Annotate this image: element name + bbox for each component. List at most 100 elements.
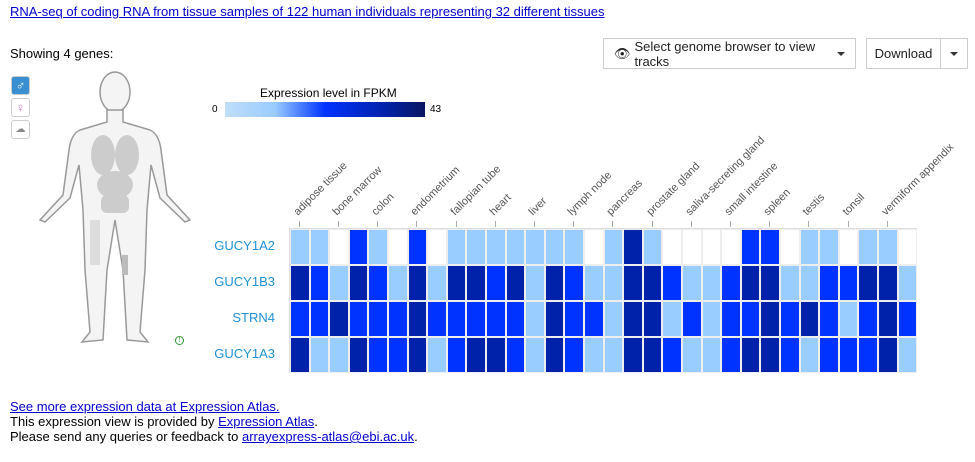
heatmap-cell[interactable] [642, 301, 663, 337]
heatmap-cell[interactable] [505, 337, 526, 373]
download-dropdown-toggle[interactable] [940, 38, 968, 69]
heatmap-cell[interactable] [780, 265, 800, 301]
female-icon[interactable]: ♀ [11, 98, 30, 117]
heatmap-cell[interactable] [819, 265, 839, 301]
heatmap-cell[interactable] [290, 337, 310, 373]
heatmap-cell[interactable] [799, 229, 820, 265]
experiment-title-link[interactable]: RNA-seq of coding RNA from tissue sample… [10, 4, 605, 19]
expression-atlas-link[interactable]: Expression Atlas [218, 414, 315, 429]
heatmap-cell[interactable] [858, 265, 878, 301]
heatmap-cell[interactable] [544, 301, 565, 337]
heatmap-cell[interactable] [838, 265, 859, 301]
heatmap-cell[interactable] [623, 301, 643, 337]
heatmap-cell[interactable] [721, 301, 741, 337]
heatmap-cell[interactable] [329, 337, 349, 373]
heatmap-cell[interactable] [780, 337, 800, 373]
heatmap-cell[interactable] [878, 265, 898, 301]
heatmap-cell[interactable] [642, 337, 663, 373]
gene-label[interactable]: GUCY1A2 [214, 238, 275, 253]
heatmap-cell[interactable] [584, 337, 604, 373]
heatmap-cell[interactable] [407, 337, 428, 373]
heatmap-cell[interactable] [760, 229, 780, 265]
heatmap-cell[interactable] [838, 337, 859, 373]
download-button[interactable]: Download [866, 38, 941, 69]
heatmap-cell[interactable] [662, 229, 682, 265]
heatmap-cell[interactable] [427, 229, 447, 265]
gene-label[interactable]: GUCY1B3 [214, 274, 275, 289]
heatmap-cell[interactable] [505, 265, 526, 301]
heatmap-cell[interactable] [858, 337, 878, 373]
heatmap-cell[interactable] [544, 337, 565, 373]
heatmap-cell[interactable] [290, 229, 310, 265]
heatmap-cell[interactable] [486, 229, 506, 265]
heatmap-cell[interactable] [486, 301, 506, 337]
heatmap-cell[interactable] [682, 337, 702, 373]
heatmap-cell[interactable] [819, 229, 839, 265]
heatmap-cell[interactable] [525, 301, 545, 337]
heatmap-cell[interactable] [701, 337, 722, 373]
heatmap-cell[interactable] [564, 301, 584, 337]
heatmap-cell[interactable] [858, 229, 878, 265]
heatmap-cell[interactable] [878, 229, 898, 265]
heatmap-cell[interactable] [368, 301, 388, 337]
heatmap-cell[interactable] [368, 337, 388, 373]
heatmap-cell[interactable] [427, 337, 447, 373]
heatmap-cell[interactable] [348, 337, 369, 373]
heatmap-cell[interactable] [701, 229, 722, 265]
heatmap-cell[interactable] [897, 229, 918, 265]
heatmap-cell[interactable] [329, 229, 349, 265]
heatmap-cell[interactable] [309, 337, 330, 373]
heatmap-cell[interactable] [662, 337, 682, 373]
heatmap-cell[interactable] [309, 265, 330, 301]
heatmap-cell[interactable] [290, 265, 310, 301]
heatmap-cell[interactable] [309, 229, 330, 265]
heatmap-cell[interactable] [642, 229, 663, 265]
heatmap-cell[interactable] [348, 229, 369, 265]
heatmap-cell[interactable] [486, 265, 506, 301]
heatmap-cell[interactable] [544, 229, 565, 265]
heatmap-cell[interactable] [368, 265, 388, 301]
heatmap-cell[interactable] [446, 265, 467, 301]
heatmap-cell[interactable] [407, 229, 428, 265]
heatmap-cell[interactable] [780, 301, 800, 337]
heatmap-cell[interactable] [388, 337, 408, 373]
male-icon[interactable]: ♂ [11, 76, 30, 95]
heatmap-cell[interactable] [878, 301, 898, 337]
heatmap-cell[interactable] [603, 301, 624, 337]
heatmap-cell[interactable] [721, 265, 741, 301]
heatmap-cell[interactable] [564, 265, 584, 301]
heatmap-cell[interactable] [623, 265, 643, 301]
info-icon[interactable]: ! [175, 336, 184, 345]
heatmap-cell[interactable] [897, 337, 918, 373]
heatmap-cell[interactable] [368, 229, 388, 265]
heatmap-cell[interactable] [584, 229, 604, 265]
heatmap-cell[interactable] [466, 301, 486, 337]
heatmap-cell[interactable] [897, 301, 918, 337]
heatmap-cell[interactable] [388, 229, 408, 265]
heatmap-cell[interactable] [603, 229, 624, 265]
heatmap-cell[interactable] [721, 337, 741, 373]
heatmap-cell[interactable] [407, 301, 428, 337]
heatmap-cell[interactable] [446, 301, 467, 337]
heatmap-cell[interactable] [740, 337, 761, 373]
expression-atlas-more-link[interactable]: See more expression data at Expression A… [10, 399, 280, 414]
heatmap-cell[interactable] [329, 301, 349, 337]
heatmap-cell[interactable] [446, 337, 467, 373]
heatmap-cell[interactable] [662, 301, 682, 337]
heatmap-cell[interactable] [603, 337, 624, 373]
genome-browser-dropdown[interactable]: 👁 Select genome browser to view tracks [603, 38, 856, 69]
heatmap-cell[interactable] [427, 301, 447, 337]
heatmap-cell[interactable] [584, 265, 604, 301]
heatmap-cell[interactable] [760, 301, 780, 337]
gene-label[interactable]: GUCY1A3 [214, 346, 275, 361]
heatmap-cell[interactable] [348, 265, 369, 301]
heatmap-cell[interactable] [505, 301, 526, 337]
heatmap-cell[interactable] [584, 301, 604, 337]
feedback-email-link[interactable]: arrayexpress-atlas@ebi.ac.uk [241, 429, 415, 444]
heatmap-cell[interactable] [329, 265, 349, 301]
heatmap-cell[interactable] [525, 337, 545, 373]
heatmap-cell[interactable] [819, 337, 839, 373]
heatmap-cell[interactable] [290, 301, 310, 337]
heatmap-cell[interactable] [525, 229, 545, 265]
heatmap-cell[interactable] [701, 265, 722, 301]
